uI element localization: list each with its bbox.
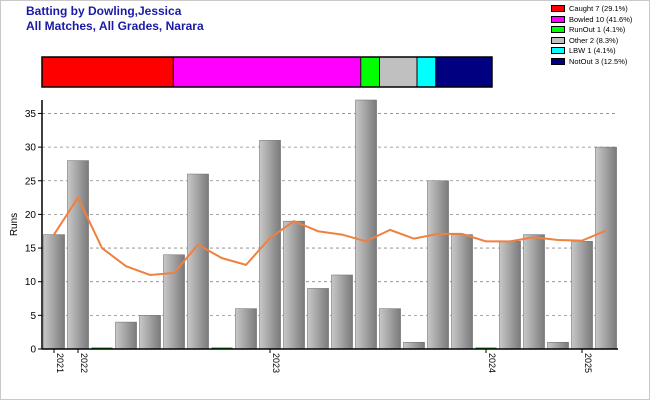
y-tick-label: 10 bbox=[25, 277, 37, 288]
bar bbox=[499, 241, 521, 350]
legend-swatch bbox=[551, 47, 565, 54]
x-tick-label: 2023 bbox=[271, 353, 281, 373]
bar bbox=[547, 342, 569, 350]
dismissal-segment-other bbox=[379, 57, 417, 87]
bar bbox=[67, 160, 89, 350]
chart-subtitle: All Matches, All Grades, Narara bbox=[26, 19, 204, 33]
x-tick-label: 2025 bbox=[583, 353, 593, 373]
y-tick-label: 15 bbox=[25, 244, 37, 255]
legend-swatch bbox=[551, 26, 565, 33]
bar bbox=[427, 180, 449, 350]
legend-label: NotOut 3 (12.5%) bbox=[569, 56, 628, 66]
x-tick-label: 2021 bbox=[55, 353, 65, 373]
bar bbox=[379, 308, 401, 350]
legend-label: Bowled 10 (41.6%) bbox=[569, 14, 633, 24]
bar bbox=[283, 220, 305, 350]
x-tick-label: 2024 bbox=[487, 353, 497, 373]
legend-swatch bbox=[551, 57, 565, 65]
dismissal-segment-lbw bbox=[417, 57, 436, 87]
bar bbox=[115, 321, 137, 350]
chart-title: Batting by Dowling,Jessica bbox=[26, 4, 182, 18]
bar bbox=[451, 234, 473, 350]
x-tick-label: 2022 bbox=[79, 353, 89, 373]
legend-swatch bbox=[551, 15, 565, 23]
bar bbox=[355, 99, 377, 350]
bar bbox=[571, 241, 593, 350]
dismissal-segment-bowled bbox=[173, 57, 361, 87]
y-tick-label: 35 bbox=[25, 109, 37, 120]
bar bbox=[139, 315, 161, 350]
bar bbox=[163, 254, 185, 350]
bar bbox=[235, 308, 257, 350]
dismissal-bar bbox=[41, 56, 493, 88]
y-tick-label: 0 bbox=[30, 345, 36, 356]
legend-swatch bbox=[551, 36, 565, 44]
y-tick-label: 25 bbox=[25, 176, 37, 187]
bar bbox=[43, 234, 65, 350]
y-axis-label: Runs bbox=[9, 213, 20, 236]
dismissal-bar-border bbox=[41, 56, 493, 88]
y-tick-label: 5 bbox=[30, 311, 36, 322]
legend-swatch bbox=[551, 5, 565, 12]
legend-label: RunOut 1 (4.1%) bbox=[569, 25, 626, 34]
bar bbox=[331, 274, 353, 350]
dismissal-segment-caught bbox=[42, 57, 174, 87]
bar bbox=[595, 146, 617, 350]
y-tick-label: 20 bbox=[25, 210, 37, 221]
bar bbox=[187, 173, 209, 350]
bar bbox=[259, 140, 281, 350]
bar bbox=[403, 342, 425, 350]
legend-label: Other 2 (8.3%) bbox=[569, 35, 619, 45]
y-tick-label: 30 bbox=[25, 143, 37, 154]
legend-label: Caught 7 (29.1%) bbox=[569, 4, 628, 13]
bar bbox=[523, 234, 545, 350]
average-line bbox=[53, 195, 607, 276]
dismissal-segment-notout bbox=[435, 57, 492, 87]
dismissal-segment-runout bbox=[360, 57, 380, 87]
legend-label: LBW 1 (4.1%) bbox=[569, 46, 616, 55]
bar bbox=[307, 288, 329, 350]
